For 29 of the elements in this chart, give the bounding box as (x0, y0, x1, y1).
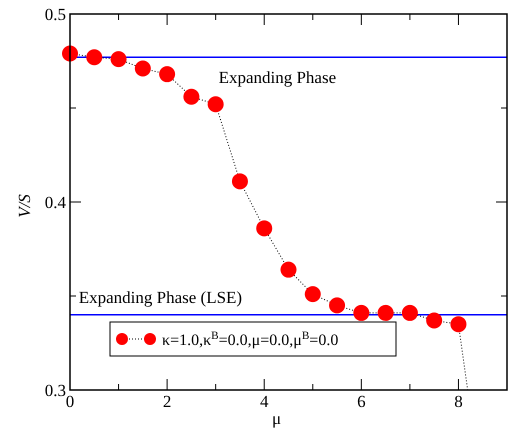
point (86, 49, 102, 66)
point (402, 304, 418, 321)
x-tick-label: 0 (66, 392, 74, 411)
x-tick-label: 2 (162, 392, 172, 411)
point (110, 51, 127, 68)
y-tick-label: 0.5 (44, 5, 66, 24)
point (159, 66, 176, 82)
point (280, 262, 296, 278)
legend-label: κ=1.0,κ$^{B}$=0.0,μ=0.0,μ$^{B}$=0.0 (162, 330, 338, 349)
point (183, 88, 200, 105)
point (304, 286, 321, 302)
point (134, 60, 151, 77)
point (256, 220, 272, 236)
point (450, 316, 466, 332)
y-tick-label: 0.4 (44, 193, 66, 212)
x-tick-label: 4 (260, 392, 269, 411)
y-axis-title: V/S (15, 194, 34, 218)
point (232, 173, 248, 190)
point (208, 96, 224, 112)
point (426, 312, 442, 328)
x-tick-label: 8 (454, 392, 463, 411)
ref-line-label: Expanding Phase (LSE) (78, 288, 242, 307)
x-tick-label: 6 (357, 392, 366, 411)
point (329, 297, 346, 314)
ref-line-label: Expanding Phase (218, 68, 336, 88)
point (378, 304, 394, 321)
y-tick-label: 0.3 (44, 381, 66, 400)
x-axis-title: μ (272, 409, 282, 428)
point (353, 304, 370, 321)
